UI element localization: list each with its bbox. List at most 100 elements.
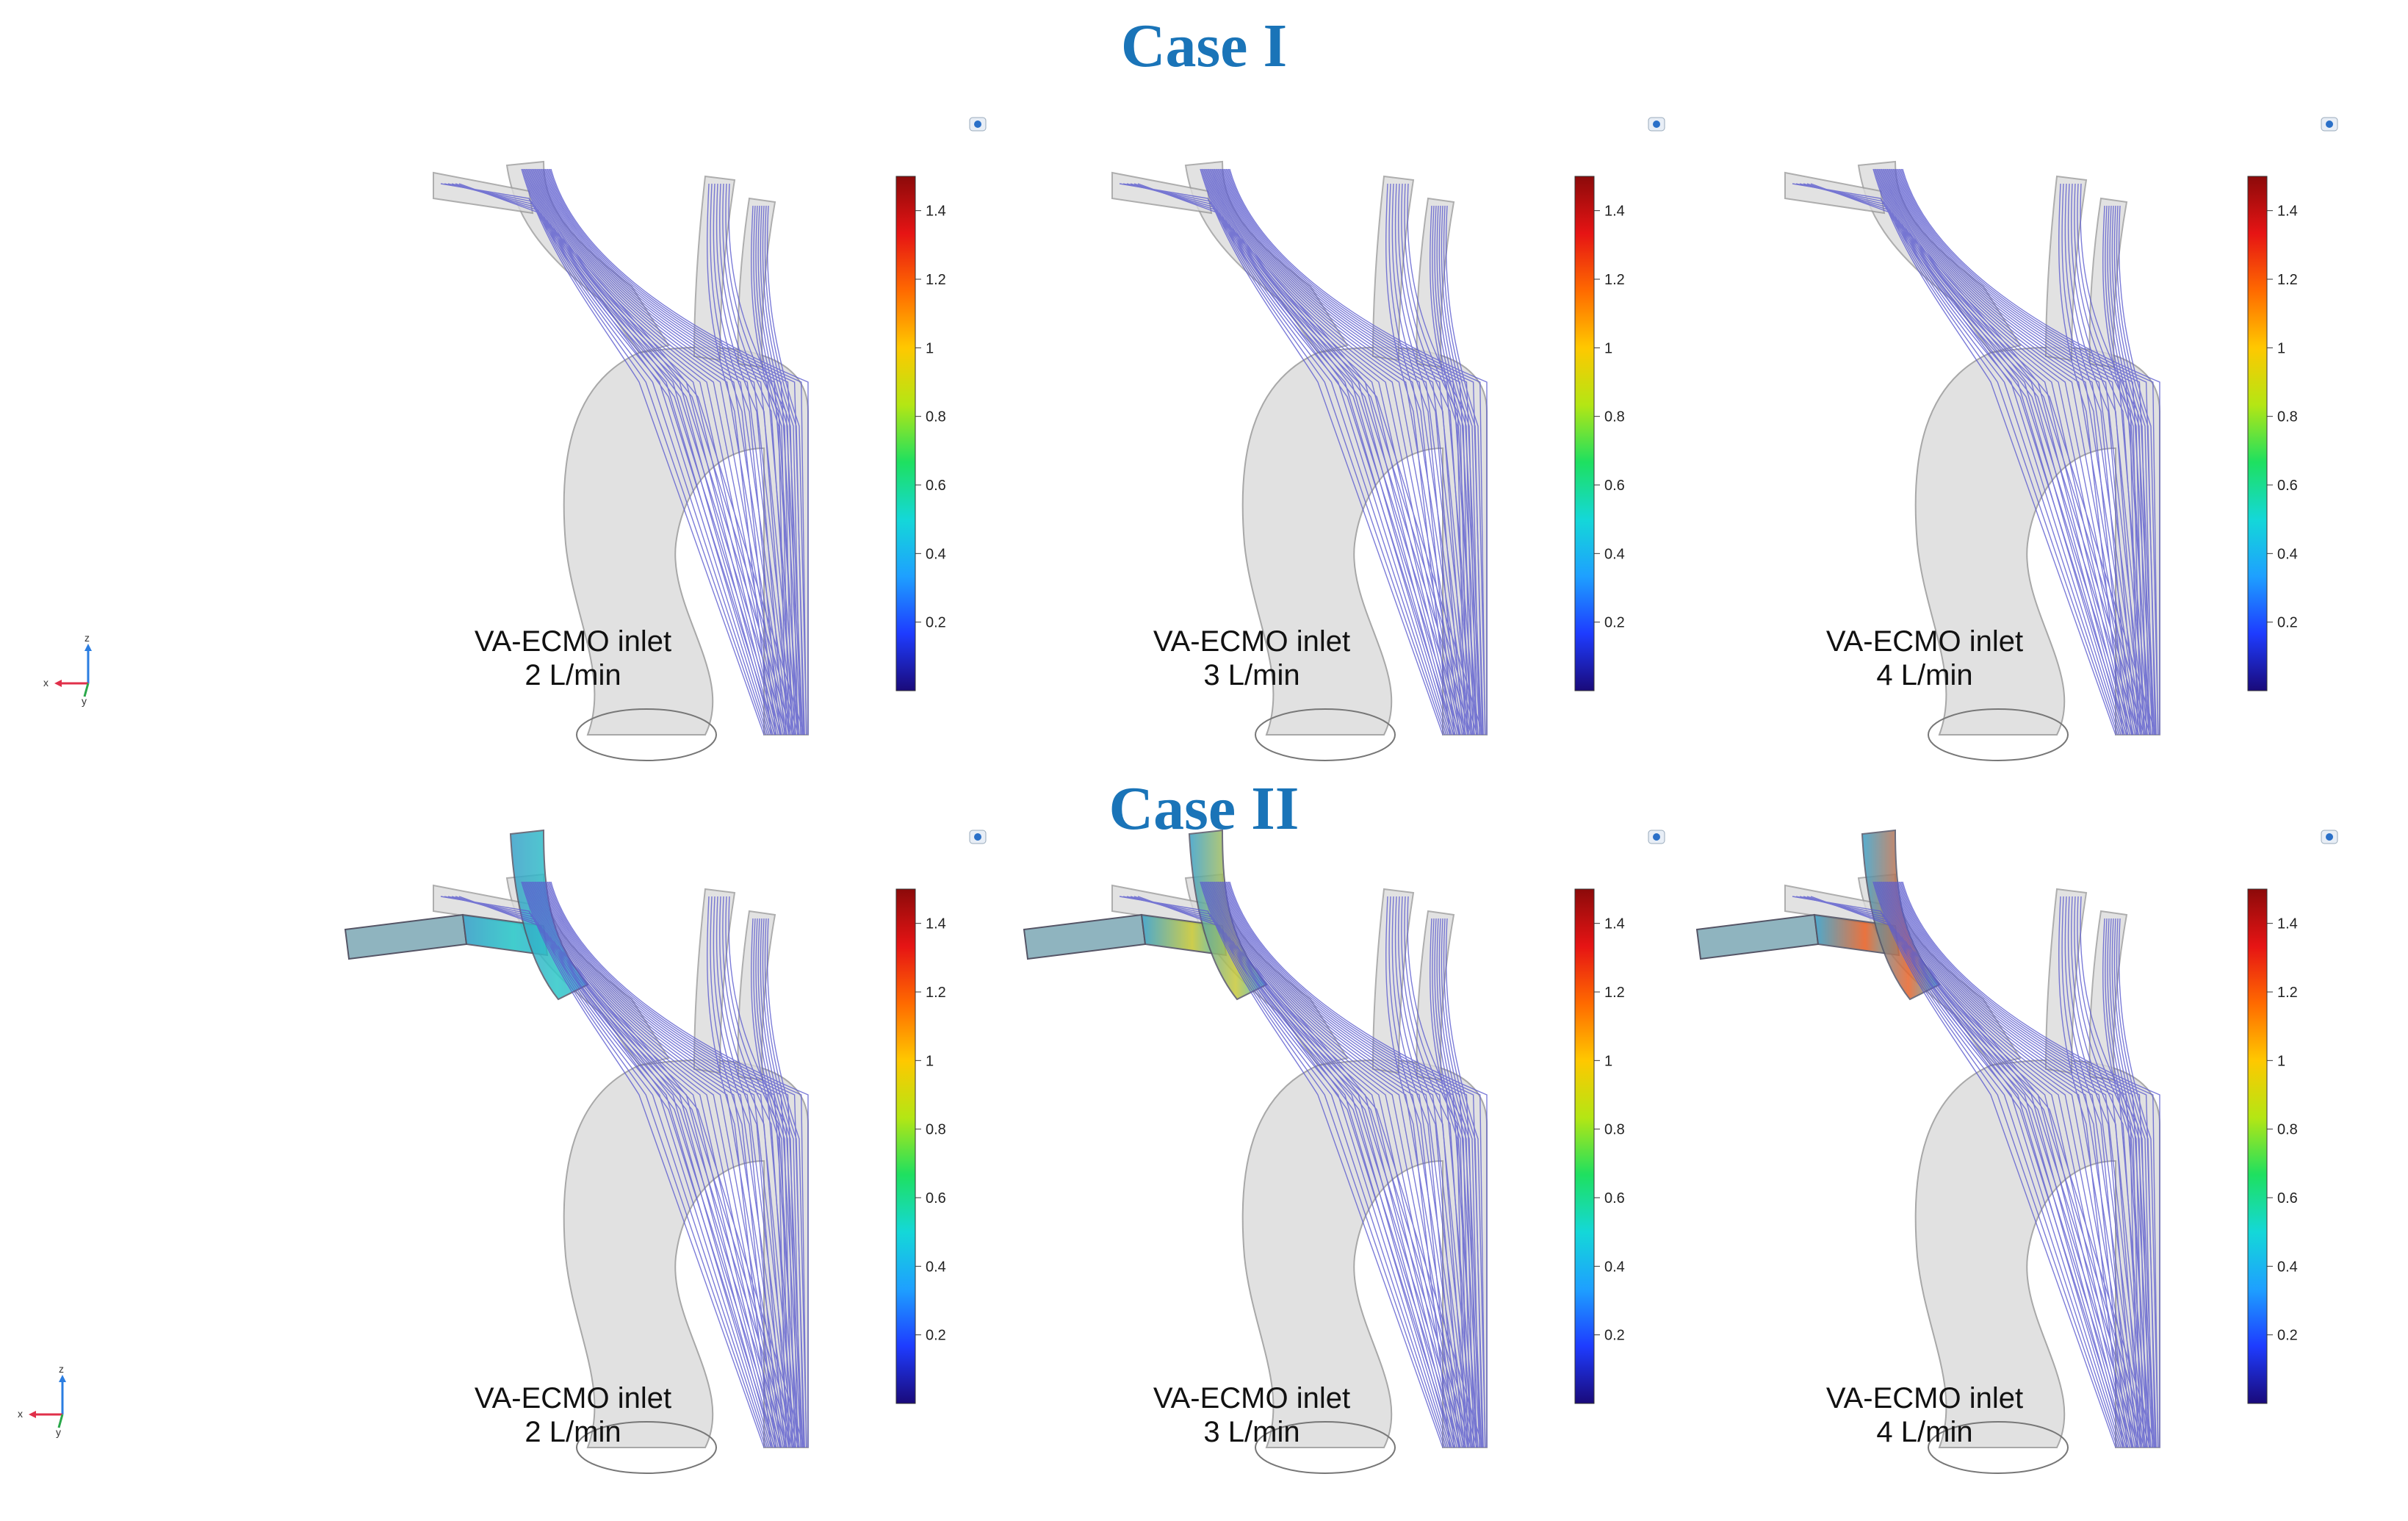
legend-toggle-icon[interactable] xyxy=(969,830,987,844)
colorbar-tick-label: 1 xyxy=(2277,1053,2285,1069)
colorbar-tick-label: 1 xyxy=(926,340,934,356)
axis-label-y: y xyxy=(56,1426,61,1438)
colorbar-tick-label: 0.6 xyxy=(1604,478,1625,494)
aortic-arch xyxy=(1914,1059,2160,1448)
aortic-arch xyxy=(563,1059,809,1448)
case-1-panel-3: 0.2 0.4 0.6 0.8 1 1.2 1.4 VA-ECMO inlet 4 L/mi… xyxy=(1675,103,2408,808)
colorbar-tick-label: 1.4 xyxy=(1604,204,1625,220)
ecmo-cannula xyxy=(1695,913,1820,960)
colorbar-tick-label: 0.4 xyxy=(2277,546,2298,562)
colorbar-tick-label: 0.2 xyxy=(2277,1328,2298,1344)
colorbar-gradient xyxy=(895,176,916,691)
colorbar-tick-label: 1 xyxy=(1604,340,1612,356)
axis-label-z: z xyxy=(84,632,90,644)
colorbar-tick-label: 0.4 xyxy=(1604,1259,1625,1275)
orientation-triad-case-2: z x y xyxy=(15,1363,103,1451)
case-2-title: Case II xyxy=(1109,774,1299,843)
colorbar-gradient xyxy=(1574,888,1595,1404)
aorta-streamline-render: 0.2 0.4 0.6 0.8 1 1.2 1.4 xyxy=(1023,829,1665,1474)
outlet-ring xyxy=(1255,708,1396,761)
axis-label-x: x xyxy=(18,1408,23,1420)
legend-toggle-icon[interactable] xyxy=(1648,117,1665,132)
colorbar-tick-label: 0.8 xyxy=(2277,1122,2298,1138)
axes-icon xyxy=(54,644,92,697)
caption-inlet-label: VA-ECMO inlet xyxy=(1153,1382,1351,1414)
velocity-colorbar: 0.2 0.4 0.6 0.8 1 1.2 1.4 xyxy=(1574,888,1625,1404)
velocity-colorbar: 0.2 0.4 0.6 0.8 1 1.2 1.4 xyxy=(895,176,946,691)
axes-icon xyxy=(29,1375,66,1428)
colorbar-tick-label: 0.8 xyxy=(2277,409,2298,425)
streamlines xyxy=(1119,881,1488,1448)
aorta-streamline-render: 0.2 0.4 0.6 0.8 1 1.2 1.4 xyxy=(433,117,987,761)
aorta-streamline-render: 0.2 0.4 0.6 0.8 1 1.2 1.4 xyxy=(1784,117,2338,761)
legend-toggle-icon[interactable] xyxy=(2321,117,2338,132)
case-1-panel-1: 0.2 0.4 0.6 0.8 1 1.2 1.4 VA-ECMO inlet 2 L/mi… xyxy=(323,103,1058,808)
colorbar-tick-label: 1 xyxy=(926,1053,934,1069)
aortic-arch xyxy=(1241,346,1488,736)
colorbar-tick-label: 1.2 xyxy=(1604,985,1625,1001)
colorbar-gradient xyxy=(1574,176,1595,691)
legend-toggle-icon[interactable] xyxy=(2321,830,2338,844)
colorbar-tick-label: 0.4 xyxy=(2277,1259,2298,1275)
colorbar-tick-label: 0.8 xyxy=(1604,409,1625,425)
outlet-ring xyxy=(1928,708,2069,761)
colorbar-tick-label: 0.8 xyxy=(926,1122,946,1138)
colorbar-tick-label: 1 xyxy=(1604,1053,1612,1069)
panel-caption: VA-ECMO inlet 3 L/min xyxy=(1002,625,1502,692)
colorbar-tick-label: 0.4 xyxy=(1604,546,1625,562)
colorbar-tick-label: 0.2 xyxy=(1604,615,1625,631)
panel-caption: VA-ECMO inlet 2 L/min xyxy=(323,625,823,692)
colorbar-tick-label: 1.4 xyxy=(926,204,946,220)
aorta-streamline-render: 0.2 0.4 0.6 0.8 1 1.2 1.4 xyxy=(344,829,987,1474)
streamlines xyxy=(1119,168,1488,736)
colorbar-tick-label: 0.2 xyxy=(1604,1328,1625,1344)
colorbar-tick-label: 0.4 xyxy=(926,546,946,562)
case-1-panel-2: 0.2 0.4 0.6 0.8 1 1.2 1.4 VA-ECMO inlet 3 L/mi… xyxy=(1002,103,1737,808)
colorbar-tick-label: 1.2 xyxy=(2277,985,2298,1001)
panel-caption: VA-ECMO inlet 4 L/min xyxy=(1675,1381,2174,1449)
colorbar-tick-label: 0.8 xyxy=(926,409,946,425)
colorbar-tick-label: 0.2 xyxy=(926,1328,946,1344)
colorbar-tick-label: 1.2 xyxy=(2277,272,2298,288)
orientation-triad-case-1: z x y xyxy=(40,632,129,720)
caption-flow-rate: 4 L/min xyxy=(1876,1416,1973,1448)
colorbar-gradient xyxy=(895,888,916,1404)
axis-label-x: x xyxy=(43,677,48,688)
caption-flow-rate: 4 L/min xyxy=(1876,659,1973,691)
aortic-arch xyxy=(563,346,809,736)
colorbar-tick-label: 0.6 xyxy=(926,478,946,494)
axis-label-y: y xyxy=(82,695,87,707)
colorbar-tick-label: 0.6 xyxy=(1604,1190,1625,1207)
colorbar-tick-label: 1.4 xyxy=(1604,916,1625,932)
velocity-colorbar: 0.2 0.4 0.6 0.8 1 1.2 1.4 xyxy=(2247,888,2298,1404)
ecmo-cannula xyxy=(1023,913,1147,960)
colorbar-tick-label: 0.6 xyxy=(2277,1190,2298,1207)
caption-inlet-label: VA-ECMO inlet xyxy=(474,1382,672,1414)
colorbar-tick-label: 0.8 xyxy=(1604,1122,1625,1138)
panel-caption: VA-ECMO inlet 3 L/min xyxy=(1002,1381,1502,1449)
caption-flow-rate: 2 L/min xyxy=(525,659,621,691)
axis-label-z: z xyxy=(59,1363,64,1375)
velocity-colorbar: 0.2 0.4 0.6 0.8 1 1.2 1.4 xyxy=(895,888,946,1404)
ecmo-cannula xyxy=(344,913,468,960)
colorbar-tick-label: 0.6 xyxy=(2277,478,2298,494)
caption-flow-rate: 2 L/min xyxy=(525,1416,621,1448)
velocity-colorbar: 0.2 0.4 0.6 0.8 1 1.2 1.4 xyxy=(2247,176,2298,691)
panel-caption: VA-ECMO inlet 2 L/min xyxy=(323,1381,823,1449)
colorbar-tick-label: 0.2 xyxy=(2277,615,2298,631)
colorbar-tick-label: 0.4 xyxy=(926,1259,946,1275)
case-2-panel-2: 0.2 0.4 0.6 0.8 1 1.2 1.4 VA-ECMO inlet 3 L/mi… xyxy=(1002,816,1737,1521)
case-2-panel-1: 0.2 0.4 0.6 0.8 1 1.2 1.4 VA-ECMO inlet 2 L/mi… xyxy=(323,816,1058,1521)
caption-inlet-label: VA-ECMO inlet xyxy=(1825,625,2024,658)
colorbar-tick-label: 1.4 xyxy=(926,916,946,932)
colorbar-tick-label: 1.2 xyxy=(926,272,946,288)
caption-inlet-label: VA-ECMO inlet xyxy=(1825,1382,2024,1414)
colorbar-tick-label: 1.2 xyxy=(1604,272,1625,288)
caption-inlet-label: VA-ECMO inlet xyxy=(474,625,672,658)
outlet-ring xyxy=(576,708,717,761)
colorbar-tick-label: 0.6 xyxy=(926,1190,946,1207)
legend-toggle-icon[interactable] xyxy=(969,117,987,132)
case-1-title: Case I xyxy=(1120,12,1288,80)
colorbar-gradient xyxy=(2247,176,2268,691)
legend-toggle-icon[interactable] xyxy=(1648,830,1665,844)
